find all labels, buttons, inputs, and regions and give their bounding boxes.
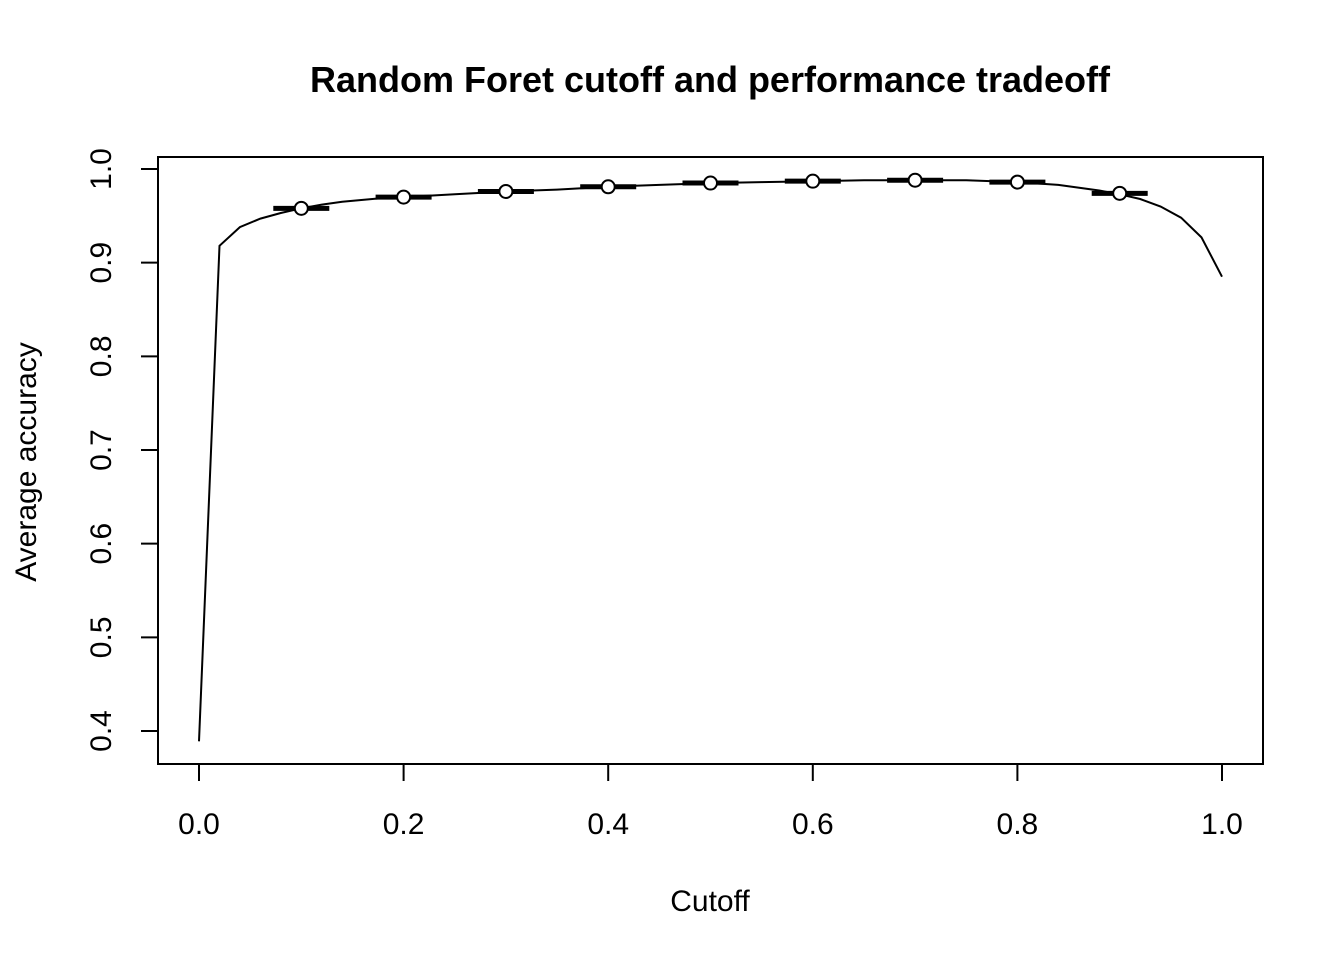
y-tick-label: 0.4 [85,710,118,752]
x-tick-label: 1.0 [1201,808,1243,841]
y-axis-label: Average accuracy [10,342,43,582]
y-tick-label: 0.6 [85,523,118,565]
data-point [805,173,821,189]
x-tick-label: 0.6 [792,808,834,841]
data-point [703,175,718,191]
data-point [498,183,514,199]
data-point [907,172,923,188]
x-axis-label: Cutoff [670,885,750,918]
y-tick-label: 0.7 [85,429,118,471]
data-point [600,179,616,195]
series-layer [198,172,1223,742]
x-tick-label: 0.2 [383,808,425,841]
x-axis: 0.0 0.2 0.4 0.6 0.8 1.0 [178,763,1243,841]
y-tick-label: 0.8 [85,335,118,377]
x-tick-label: 0.4 [587,808,629,841]
y-tick-label: 1.0 [85,148,118,190]
data-point [1009,174,1025,190]
data-point [293,200,309,216]
data-point [1112,185,1128,201]
chart-title: Random Foret cutoff and performance trad… [310,59,1111,100]
x-tick-label: 0.0 [178,808,220,841]
accuracy-curve [198,179,1223,742]
plot-frame [157,156,1264,765]
y-tick-label: 0.5 [85,616,118,658]
y-axis: 0.4 0.5 0.6 0.7 0.8 0.9 1.0 [85,148,159,752]
x-tick-label: 0.8 [997,808,1039,841]
data-point [396,189,412,205]
y-tick-label: 0.9 [85,242,118,284]
